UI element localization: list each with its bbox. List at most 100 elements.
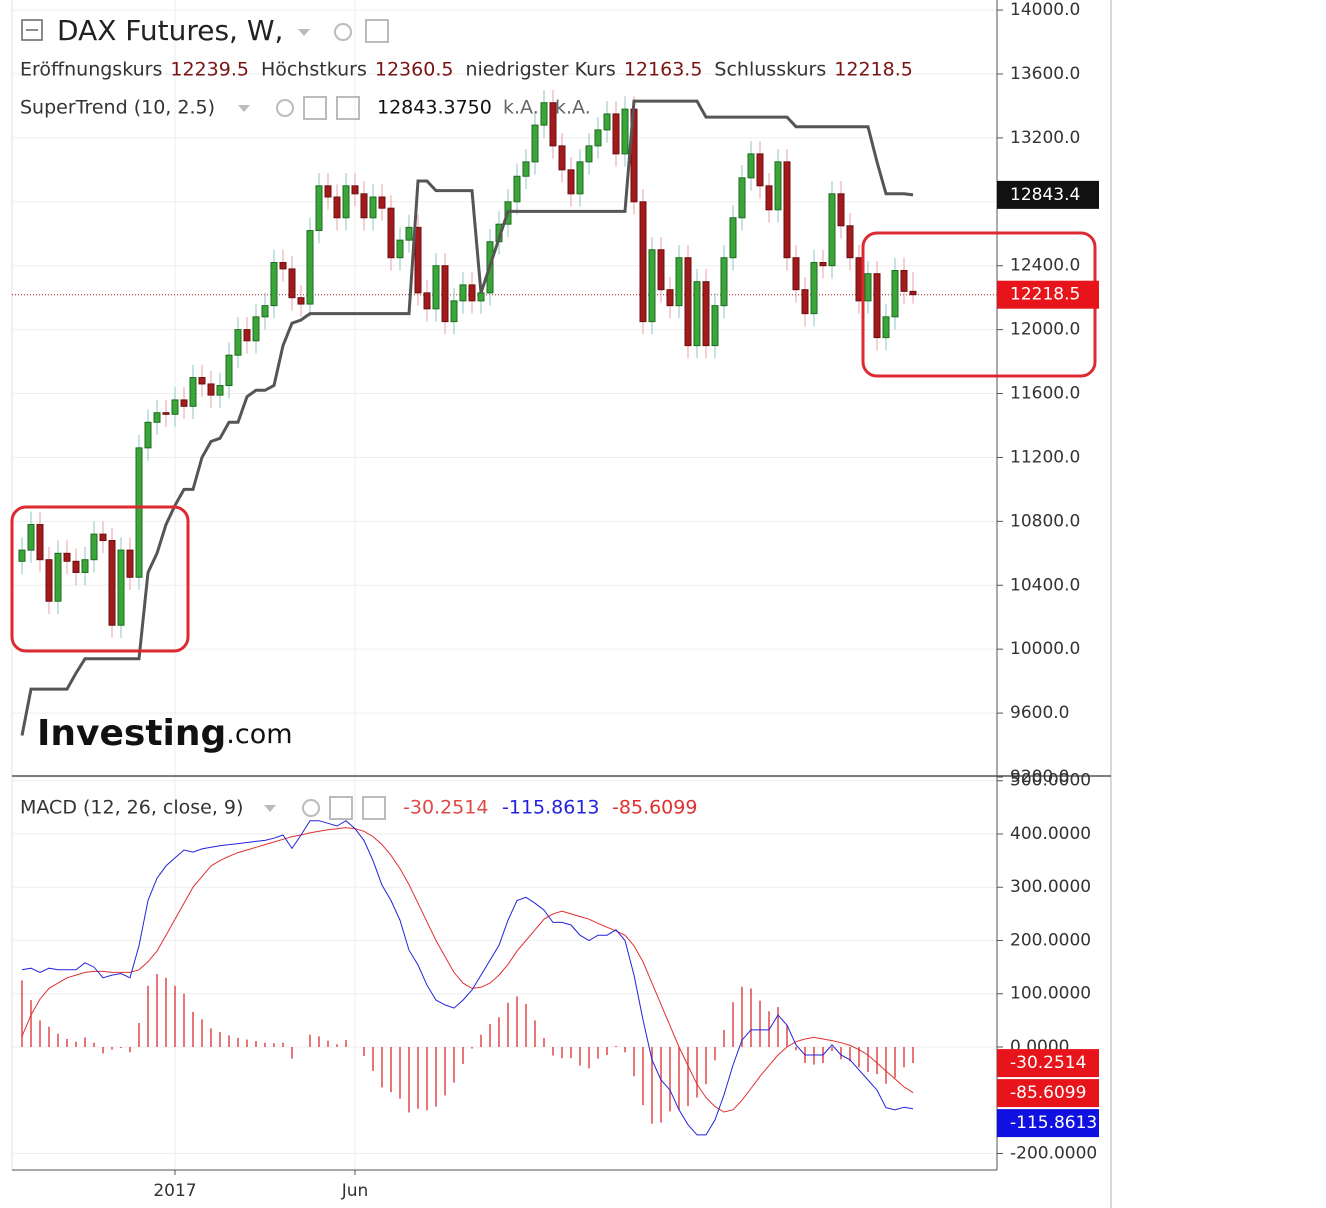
marks <box>12 89 997 1136</box>
candle-body <box>747 153 755 179</box>
candle-body <box>648 249 656 323</box>
candle-body <box>333 196 341 219</box>
y-tick-label: 300.0000 <box>1010 877 1091 897</box>
watermark-suffix: .com <box>226 719 292 750</box>
dropdown[interactable] <box>298 29 310 36</box>
price-flag-label: -85.6099 <box>1010 1083 1086 1103</box>
candle-body <box>288 268 296 299</box>
candle-body <box>189 377 197 407</box>
ohlc-value: 12360.5 <box>375 59 454 81</box>
candle-body <box>891 270 899 318</box>
candle-body <box>423 292 431 310</box>
candle-body <box>666 289 674 307</box>
eye-icon[interactable] <box>302 799 320 817</box>
candle-body <box>207 383 215 396</box>
ohlc-label: niedrigster Kurs <box>465 59 615 81</box>
candle-body <box>540 102 548 126</box>
price-flag-label: -115.8613 <box>1010 1113 1097 1133</box>
candle-body <box>171 399 179 415</box>
candle-body <box>612 113 620 155</box>
remove-icon[interactable] <box>336 96 360 120</box>
y-tick-label: 14000.0 <box>1010 0 1080 20</box>
collapse-box[interactable] <box>21 19 43 41</box>
candle-body <box>153 412 161 423</box>
signal-line <box>21 827 914 1113</box>
price-flag <box>997 1079 1099 1108</box>
candle-body <box>567 169 575 195</box>
ohlc-value: 12163.5 <box>624 59 703 81</box>
candle-body <box>450 300 458 323</box>
price-flag <box>997 1109 1099 1138</box>
candle-body <box>198 377 206 385</box>
dropdown[interactable] <box>264 805 276 812</box>
supertrend-line <box>20 99 914 736</box>
candle-body <box>369 196 377 219</box>
x-tick-label: Jun <box>341 1181 369 1201</box>
price-flag <box>997 180 1099 209</box>
candle-body <box>117 549 125 626</box>
candle-body <box>477 292 485 302</box>
price-flag-label: -30.2514 <box>1010 1053 1086 1073</box>
ohlc-value: 12239.5 <box>170 59 249 81</box>
candle-body <box>819 262 827 267</box>
candle-body <box>675 257 683 307</box>
indicator-value: 12843.3750 <box>377 97 492 119</box>
candle-body <box>216 385 224 396</box>
candle-body <box>765 185 773 211</box>
candle-body <box>639 201 647 323</box>
candle-body <box>315 185 323 232</box>
y-tick-label: 9200.0 <box>1010 767 1069 787</box>
candle-body <box>126 549 134 578</box>
candle-body <box>738 177 746 219</box>
price-flag <box>997 1049 1099 1078</box>
candle-body <box>36 524 44 561</box>
eye-icon[interactable] <box>276 99 294 117</box>
candle-body <box>909 290 917 296</box>
remove-icon[interactable] <box>362 796 386 820</box>
candle-body <box>45 559 53 602</box>
candle-body <box>585 145 593 163</box>
price-flag-label: 12218.5 <box>1010 285 1080 305</box>
candle-body <box>306 230 314 305</box>
settings-icon[interactable] <box>329 796 353 820</box>
candle-body <box>90 533 98 561</box>
candle-body <box>279 262 287 270</box>
candle-body <box>576 161 584 195</box>
candle-body <box>792 257 800 291</box>
ohlc-label: Eröffnungskurs <box>20 59 162 81</box>
candle-body <box>360 193 368 219</box>
candle-body <box>432 265 440 310</box>
candle-body <box>900 270 908 292</box>
macd-hist-value: -30.2514 <box>403 797 488 819</box>
candle-body <box>144 421 152 449</box>
candle-body <box>801 289 809 315</box>
y-tick-label: 13200.0 <box>1010 128 1080 148</box>
y-tick-label: 9600.0 <box>1010 703 1069 723</box>
macd-value: -115.8613 <box>502 797 600 819</box>
candle-body <box>513 175 521 203</box>
candle-body <box>873 273 881 339</box>
candle-body <box>81 559 89 573</box>
y-tick-label: 400.0000 <box>1010 824 1091 844</box>
candle-body <box>864 273 872 302</box>
x-tick-label: 2017 <box>153 1181 196 1201</box>
eye-icon[interactable] <box>334 23 352 41</box>
highlight-box <box>10 505 190 653</box>
candle-body <box>243 329 251 342</box>
candle-body <box>531 124 539 163</box>
candle-body <box>837 193 845 227</box>
ohlc-legend: Eröffnungskurs 12239.5 Höchstkurs 12360.5 ni… <box>20 59 913 81</box>
settings-icon[interactable] <box>303 96 327 120</box>
dropdown[interactable] <box>238 105 250 112</box>
candle-body <box>558 145 566 171</box>
settings-icon[interactable] <box>365 19 389 43</box>
candle-body <box>135 447 143 578</box>
candle-body <box>63 552 71 562</box>
indicator-na: k.A. <box>555 97 591 119</box>
candle-body <box>297 297 305 305</box>
y-tick-label: 11600.0 <box>1010 384 1080 404</box>
candle-body <box>18 549 26 562</box>
y-tick-label: 100.0000 <box>1010 984 1091 1004</box>
